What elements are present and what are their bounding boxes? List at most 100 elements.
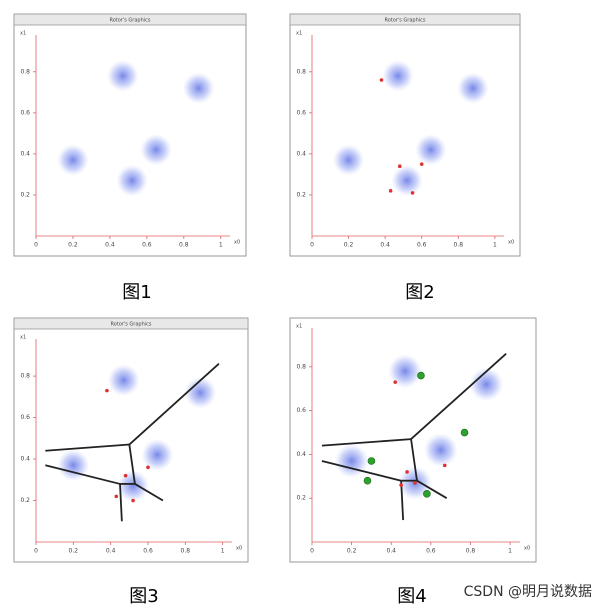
point-cluster	[140, 134, 172, 166]
y-tick-label: 0.2	[296, 191, 306, 198]
point-cluster	[182, 72, 215, 104]
point-cluster	[184, 376, 217, 409]
x-tick-label: 0.2	[69, 548, 79, 555]
y-axis-label: x1	[20, 335, 26, 341]
voronoi-boundary	[321, 438, 412, 447]
point-cluster	[469, 367, 504, 402]
x-tick-label: 0.8	[466, 548, 476, 555]
point-cluster	[107, 60, 139, 92]
x-tick-label: 0	[310, 242, 314, 249]
x-tick-label: 0.8	[454, 242, 464, 249]
centroid	[397, 164, 402, 169]
title-bar	[289, 13, 521, 26]
x-tick-label: 0.4	[380, 242, 390, 249]
x-axis-label: x0	[236, 546, 242, 552]
centroid	[399, 483, 403, 487]
voronoi-boundary	[45, 443, 130, 452]
x-tick-label: 0.2	[344, 242, 354, 249]
x-tick-label: 0.8	[179, 242, 189, 249]
point-cluster	[334, 444, 369, 478]
caption: 图1	[122, 282, 151, 303]
point-cluster	[388, 354, 422, 389]
point-cluster	[391, 165, 423, 197]
point-cluster	[415, 134, 447, 166]
new-centroid	[460, 428, 469, 437]
centroid	[105, 388, 109, 393]
centroid	[388, 189, 393, 193]
x-tick-label: 1	[219, 242, 223, 249]
panel-frame	[13, 13, 247, 257]
y-tick-label: 0.8	[20, 373, 30, 380]
centroid	[379, 78, 384, 82]
y-tick-label: 0.4	[20, 456, 30, 463]
y-tick-label: 0.4	[296, 150, 306, 157]
point-cluster	[141, 439, 174, 471]
y-tick-label: 0.6	[296, 109, 306, 116]
x-tick-label: 0	[34, 548, 38, 555]
voronoi-boundary	[134, 483, 164, 502]
point-cluster	[116, 164, 148, 197]
voronoi-boundary	[410, 353, 507, 440]
x-tick-label: 0.2	[347, 548, 357, 555]
point-cluster	[57, 449, 90, 482]
window-title: Rotor's Graphics	[384, 18, 425, 24]
x-tick-label: 0.4	[105, 242, 115, 249]
y-tick-label: 0.6	[20, 109, 30, 116]
window-title: Rotor's Graphics	[110, 322, 151, 328]
y-tick-label: 0.8	[296, 68, 306, 75]
voronoi-boundary	[410, 438, 418, 481]
point-cluster	[57, 144, 89, 176]
y-tick-label: 0.2	[296, 495, 306, 502]
point-cluster	[107, 364, 140, 397]
y-tick-label: 0.6	[296, 407, 306, 414]
point-cluster	[333, 144, 365, 176]
window-title: Rotor's Graphics	[109, 18, 150, 24]
x-tick-label: 0.4	[386, 548, 396, 555]
new-centroid	[417, 371, 425, 380]
panel-frame	[289, 317, 537, 563]
y-tick-label: 0.8	[20, 68, 30, 75]
x-tick-label: 0.6	[142, 242, 152, 249]
x-tick-label: 0.4	[106, 548, 116, 555]
point-cluster	[382, 60, 414, 92]
y-axis-label: x1	[20, 31, 26, 37]
voronoi-boundary	[321, 460, 402, 482]
x-tick-label: 0.8	[181, 548, 191, 555]
x-tick-label: 0.6	[426, 548, 436, 555]
centroid	[393, 380, 398, 384]
centroid	[405, 470, 409, 474]
voronoi-boundary	[45, 464, 121, 485]
title-bar	[13, 13, 247, 26]
x-tick-label: 1	[221, 548, 225, 555]
panel: x1 x0 0 0.2 0.4 0.6 0.8 1 0.2 0.4 0.6 0.8	[289, 317, 537, 563]
x-tick-label: 0	[34, 242, 38, 249]
y-tick-label: 0.2	[20, 191, 30, 198]
point-cluster	[457, 72, 489, 104]
centroid	[146, 465, 150, 470]
centroid	[413, 481, 417, 485]
panel: Rotor's Graphics x1 x0 0 0.2 0.4 0.6 0.8 1 0.2 0.4…	[13, 317, 249, 563]
y-tick-label: 0.4	[296, 451, 306, 458]
point-cluster	[423, 433, 458, 467]
voronoi-boundary	[119, 483, 123, 522]
x-axis-label: x0	[234, 240, 240, 246]
x-tick-label: 0.6	[417, 242, 427, 249]
new-centroid	[363, 476, 372, 485]
centroid	[419, 162, 424, 166]
caption: 图2	[405, 282, 434, 303]
new-centroid	[423, 490, 431, 498]
x-axis-label: x0	[508, 240, 514, 246]
centroid	[114, 494, 119, 499]
voronoi-boundary	[416, 479, 448, 499]
y-tick-label: 0.2	[20, 497, 30, 504]
x-tick-label: 0.6	[143, 548, 153, 555]
x-tick-label: 1	[508, 548, 512, 555]
centroid	[442, 463, 447, 468]
x-tick-label: 0	[310, 548, 314, 555]
x-tick-label: 0.2	[68, 242, 78, 249]
centroid	[131, 498, 135, 503]
x-axis-label: x0	[524, 546, 530, 552]
x-tick-label: 1	[493, 242, 497, 249]
voronoi-boundary	[400, 480, 405, 521]
